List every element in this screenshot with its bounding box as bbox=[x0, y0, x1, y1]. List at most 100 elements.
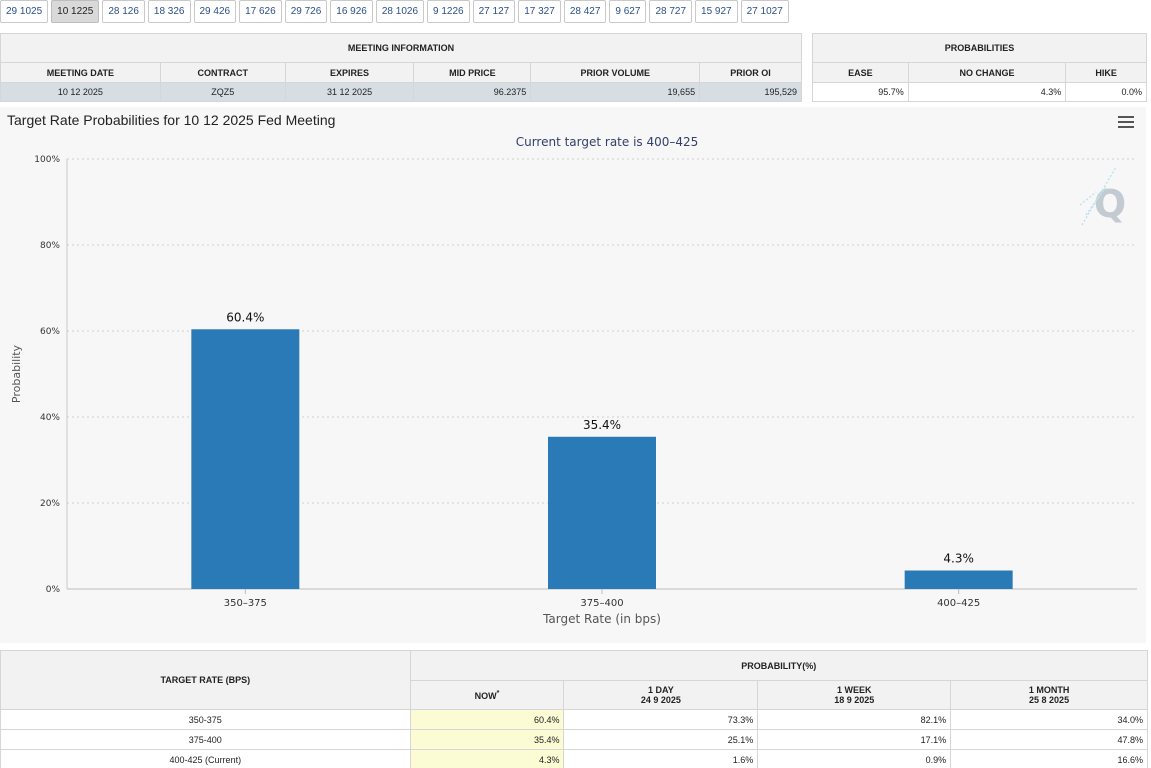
header-ease: EASE bbox=[812, 62, 909, 83]
prior-volume-value: 19,655 bbox=[530, 82, 701, 102]
probability-cell: 60.4% bbox=[409, 709, 565, 730]
logo-stroke bbox=[1085, 186, 1107, 216]
x-axis-label: Target Rate (in bps) bbox=[542, 612, 661, 626]
probability-cell: 1.6% bbox=[563, 749, 759, 768]
meeting-tab[interactable]: 28 727 bbox=[649, 0, 693, 23]
footnote-mark: * bbox=[496, 690, 500, 697]
history-column-header: 1 DAY 24 9 2025 bbox=[563, 680, 759, 710]
column-label: NOW* bbox=[474, 690, 500, 701]
probability-cell: 34.0% bbox=[950, 709, 1148, 730]
history-row: 375-400 35.4% 25.1% 17.1% 47.8% bbox=[0, 729, 1148, 750]
probabilities-title: PROBABILITIES bbox=[812, 33, 1147, 63]
x-tick-label: 375–400 bbox=[580, 598, 623, 609]
chart-title: Target Rate Probabilities for 10 12 2025… bbox=[7, 112, 336, 128]
column-date: 18 9 2025 bbox=[834, 695, 875, 705]
prior-oi-value: 195,529 bbox=[699, 82, 802, 102]
chart-subtitle: Current target rate is 400–425 bbox=[516, 135, 699, 149]
header-prior-volume: PRIOR VOLUME bbox=[530, 62, 701, 83]
meeting-tab[interactable]: 29 1025 bbox=[0, 0, 49, 23]
contract-value: ZQZ5 bbox=[159, 82, 286, 102]
column-label: 1 MONTH bbox=[1028, 685, 1070, 695]
mid-price-value: 96.2375 bbox=[413, 82, 532, 102]
probabilities-table: PROBABILITIES EASE NO CHANGE HIKE 95.7% … bbox=[812, 33, 1147, 102]
meeting-tab[interactable]: 28 1026 bbox=[375, 0, 425, 23]
meeting-tab[interactable]: 9 627 bbox=[609, 0, 647, 23]
probability-cell: 4.3% bbox=[409, 749, 565, 768]
meeting-tab[interactable]: 28 126 bbox=[102, 0, 145, 23]
meeting-information-table: MEETING INFORMATION MEETING DATE CONTRAC… bbox=[0, 33, 802, 102]
y-tick-label: 20% bbox=[40, 499, 60, 509]
meeting-date-value: 10 12 2025 bbox=[0, 82, 161, 102]
probability-cell: 73.3% bbox=[563, 709, 759, 730]
target-rate-cell: 350-375 bbox=[0, 709, 411, 730]
meeting-tab[interactable]: 18 326 bbox=[147, 0, 191, 23]
probability-cell: 82.1% bbox=[757, 709, 952, 730]
column-date: 24 9 2025 bbox=[640, 695, 681, 705]
probability-cell: 16.6% bbox=[950, 749, 1148, 768]
history-column-header: NOW* bbox=[409, 680, 565, 710]
meeting-tab[interactable]: 28 427 bbox=[563, 0, 607, 23]
header-prior-oi: PRIOR OI bbox=[699, 62, 802, 83]
x-tick-label: 350–375 bbox=[224, 598, 267, 609]
q-logo-letter: Q bbox=[1094, 182, 1126, 226]
header-mid-price: MID PRICE bbox=[413, 62, 532, 83]
history-column-header: 1 MONTH 25 8 2025 bbox=[950, 680, 1148, 710]
meeting-tab[interactable]: 27 127 bbox=[472, 0, 516, 23]
meeting-tab[interactable]: 17 626 bbox=[239, 0, 282, 23]
bar bbox=[904, 570, 1013, 589]
hamburger-menu-icon[interactable] bbox=[1118, 116, 1134, 129]
meeting-tab[interactable]: 10 1225 bbox=[51, 0, 100, 23]
hike-value: 0.0% bbox=[1065, 82, 1147, 102]
y-tick-label: 80% bbox=[40, 241, 60, 251]
logo-stroke bbox=[1081, 166, 1117, 226]
x-tick-label: 400–425 bbox=[937, 598, 980, 609]
y-axis-label: Probability bbox=[10, 344, 23, 403]
target-rate-cell: 400-425 (Current) bbox=[0, 749, 411, 768]
target-rate-header: TARGET RATE (BPS) bbox=[0, 650, 411, 710]
probabilities-row: 95.7% 4.3% 0.0% bbox=[812, 82, 1147, 102]
y-tick-label: 100% bbox=[34, 155, 60, 165]
no-change-value: 4.3% bbox=[907, 82, 1067, 102]
bar bbox=[191, 329, 300, 589]
probability-cell: 17.1% bbox=[757, 729, 952, 750]
header-meeting-date: MEETING DATE bbox=[0, 62, 161, 83]
q-logo-icon: Q bbox=[1079, 166, 1126, 226]
meeting-info-row: 10 12 2025 ZQZ5 31 12 2025 96.2375 19,65… bbox=[0, 82, 802, 102]
meeting-tabs: 29 1025 10 1225 28 126 18 326 29 426 17 626 29… bbox=[0, 0, 789, 26]
column-label: 1 DAY bbox=[648, 685, 674, 695]
meeting-tab[interactable]: 29 726 bbox=[284, 0, 328, 23]
probability-header: PROBABILITY(%) bbox=[409, 650, 1149, 681]
target-rate-cell: 375-400 bbox=[0, 729, 411, 750]
chart-panel: Target Rate Probabilities for 10 12 2025… bbox=[0, 107, 1146, 643]
header-expires: EXPIRES bbox=[284, 62, 415, 83]
bar-data-label: 60.4% bbox=[226, 310, 264, 324]
header-hike: HIKE bbox=[1065, 62, 1147, 83]
meeting-tab[interactable]: 29 426 bbox=[193, 0, 237, 23]
probability-cell: 47.8% bbox=[950, 729, 1148, 750]
bar bbox=[548, 436, 656, 589]
history-row: 400-425 (Current) 4.3% 1.6% 0.9% 16.6% bbox=[0, 749, 1148, 768]
column-date: 25 8 2025 bbox=[1029, 695, 1070, 705]
y-tick-label: 60% bbox=[40, 327, 60, 337]
ease-value: 95.7% bbox=[812, 82, 909, 102]
meeting-tab[interactable]: 9 1226 bbox=[427, 0, 470, 23]
header-no-change: NO CHANGE bbox=[907, 62, 1067, 83]
probability-history-table: TARGET RATE (BPS) PROBABILITY(%) NOW* 1 D… bbox=[0, 650, 1149, 768]
probability-bar-chart: Current target rate is 400–425 0% 20% 40% 60… bbox=[10, 135, 1137, 626]
y-tick-label: 0% bbox=[46, 585, 61, 595]
header-contract: CONTRACT bbox=[159, 62, 286, 83]
history-row: 350-375 60.4% 73.3% 82.1% 34.0% bbox=[0, 709, 1148, 730]
meeting-tab[interactable]: 17 327 bbox=[518, 0, 561, 23]
logo-stroke bbox=[1079, 191, 1097, 206]
bar-data-label: 4.3% bbox=[943, 552, 974, 566]
bar-data-label: 35.4% bbox=[583, 418, 621, 432]
probability-cell: 25.1% bbox=[563, 729, 759, 750]
meeting-information-title: MEETING INFORMATION bbox=[0, 33, 802, 63]
history-column-header: 1 WEEK 18 9 2025 bbox=[757, 680, 952, 710]
meeting-tab[interactable]: 15 927 bbox=[695, 0, 738, 23]
y-tick-label: 40% bbox=[40, 413, 60, 423]
meeting-tab[interactable]: 16 926 bbox=[330, 0, 373, 23]
meeting-tab[interactable]: 27 1027 bbox=[740, 0, 789, 23]
expires-value: 31 12 2025 bbox=[284, 82, 415, 102]
column-label: 1 WEEK bbox=[836, 685, 872, 695]
